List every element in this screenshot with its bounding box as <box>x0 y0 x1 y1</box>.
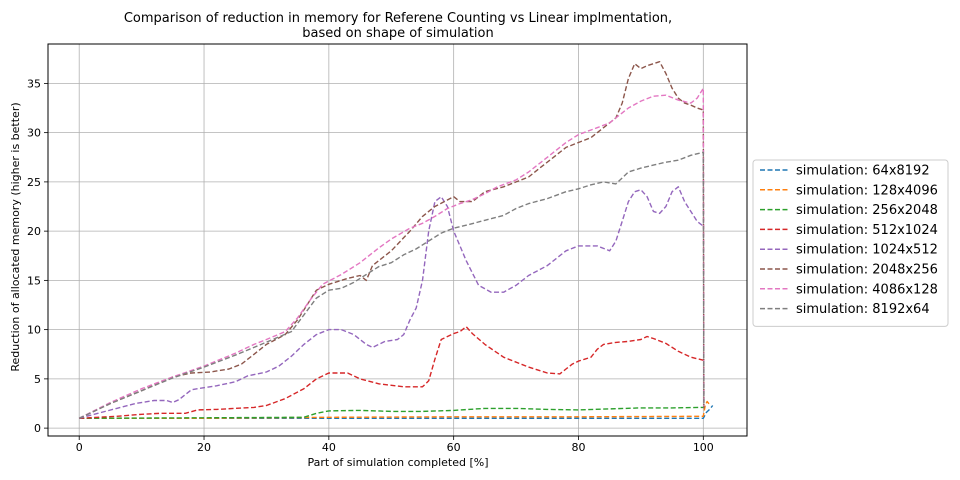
y-tick-label: 20 <box>27 225 41 238</box>
series-line-7 <box>78 87 705 419</box>
y-tick-label: 35 <box>27 77 41 90</box>
chart-subtitle: based on shape of simulation <box>302 26 494 41</box>
y-tick-label: 10 <box>27 324 41 337</box>
legend-box <box>752 159 949 327</box>
legend-entry: simulation: 512x1024 <box>796 223 938 238</box>
x-tick-label: 60 <box>447 441 461 454</box>
series-line-6 <box>78 61 705 419</box>
x-axis-label: Part of simulation completed [%] <box>307 456 488 469</box>
legend-entry: simulation: 64x8192 <box>796 164 930 179</box>
plot-frame <box>47 43 748 437</box>
grid <box>48 44 747 436</box>
legend-entry: simulation: 128x4096 <box>796 183 938 198</box>
legend: simulation: 64x8192 simulation: 128x4096 s… <box>752 159 949 327</box>
x-tick-label: 40 <box>322 441 336 454</box>
series-line-5 <box>79 186 704 419</box>
series-line-8 <box>78 151 705 419</box>
x-tick-label: 0 <box>76 441 83 454</box>
x-tick-label: 80 <box>571 441 585 454</box>
legend-entry: simulation: 1024x512 <box>796 243 938 258</box>
series-line-3 <box>79 406 704 419</box>
axis-ticks: 0 20 40 60 80 100 0 5 10 15 20 25 30 35 <box>27 77 714 454</box>
legend-entry: simulation: 2048x256 <box>796 263 938 278</box>
series-lines <box>78 61 714 419</box>
y-tick-label: 15 <box>27 274 41 287</box>
legend-entry: simulation: 256x2048 <box>796 203 938 218</box>
y-tick-label: 5 <box>34 373 41 386</box>
series-line-4 <box>79 326 704 419</box>
legend-entry: simulation: 4086x128 <box>796 282 938 297</box>
y-tick-label: 0 <box>34 422 41 435</box>
x-tick-label: 100 <box>693 441 714 454</box>
y-tick-label: 25 <box>27 176 41 189</box>
y-tick-label: 30 <box>27 127 41 140</box>
y-axis-label: Reduction of allocated memory (higher is… <box>9 102 22 371</box>
series-line-2 <box>79 400 711 419</box>
chart-title: Comparison of reduction in memory for Re… <box>124 11 672 26</box>
legend-entry: simulation: 8192x64 <box>796 302 930 317</box>
x-tick-label: 20 <box>197 441 211 454</box>
